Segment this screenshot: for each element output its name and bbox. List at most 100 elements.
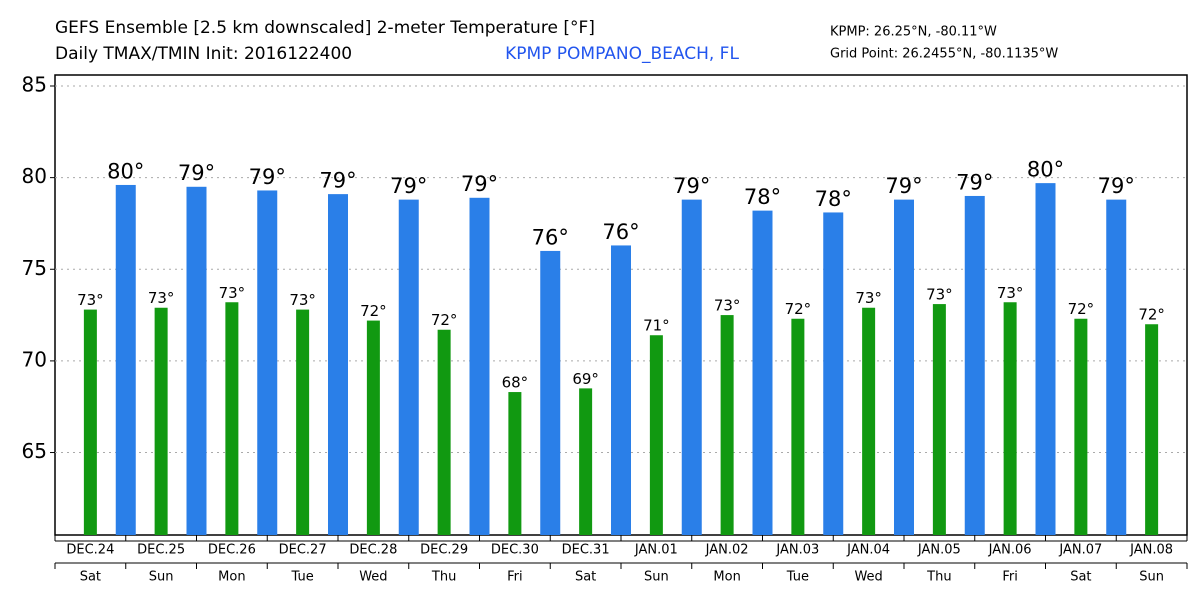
x-tick-label: JAN.01 bbox=[634, 543, 678, 558]
grid-point: Grid Point: 26.2455°N, -80.1135°W bbox=[830, 47, 1058, 62]
bar bbox=[186, 186, 207, 535]
location: KPMP: 26.25°N, -80.11°W bbox=[830, 25, 997, 40]
x-tick-label: JAN.06 bbox=[988, 543, 1032, 558]
value-label: 78° bbox=[815, 187, 852, 211]
bar bbox=[296, 309, 310, 535]
bar bbox=[791, 318, 805, 535]
bar bbox=[649, 335, 663, 535]
bar bbox=[257, 190, 278, 535]
x-tick-label: JAN.08 bbox=[1129, 543, 1173, 558]
x-tick-label: JAN.03 bbox=[775, 543, 819, 558]
value-label: 79° bbox=[1098, 174, 1135, 198]
value-label: 79° bbox=[319, 169, 356, 193]
weekday-label: Thu bbox=[431, 570, 456, 585]
bar bbox=[154, 307, 168, 535]
station-name: KPMP POMPANO_BEACH, FL bbox=[505, 44, 739, 64]
weekday-label: Tue bbox=[786, 570, 809, 585]
value-label: 79° bbox=[178, 161, 215, 185]
value-label: 73° bbox=[289, 291, 316, 309]
x-tick-label: DEC.30 bbox=[491, 543, 539, 558]
value-label: 73° bbox=[219, 284, 246, 302]
bar bbox=[1106, 199, 1127, 535]
bar bbox=[681, 199, 702, 535]
bar bbox=[1003, 302, 1017, 535]
weekday-label: Wed bbox=[359, 570, 387, 585]
y-tick-label: 80 bbox=[22, 164, 47, 188]
y-tick-label: 85 bbox=[22, 72, 47, 96]
bar bbox=[1035, 183, 1056, 535]
value-label: 76° bbox=[532, 225, 569, 249]
bar bbox=[115, 184, 136, 536]
value-label: 72° bbox=[1068, 300, 1095, 318]
y-tick-label: 70 bbox=[22, 347, 47, 371]
bar bbox=[611, 245, 631, 536]
value-label: 79° bbox=[249, 165, 286, 189]
bar bbox=[932, 304, 946, 535]
bar bbox=[823, 212, 844, 535]
y-tick-label: 65 bbox=[22, 439, 47, 463]
weekday-label: Fri bbox=[507, 570, 523, 585]
x-tick-label: DEC.29 bbox=[420, 543, 468, 558]
value-label: 72° bbox=[1138, 306, 1165, 324]
x-tick-label: JAN.04 bbox=[846, 543, 890, 558]
value-label: 80° bbox=[1027, 158, 1064, 182]
value-label: 79° bbox=[956, 170, 993, 194]
x-tick-label: DEC.26 bbox=[208, 543, 256, 558]
value-label: 69° bbox=[572, 370, 599, 388]
weekday-label: Sat bbox=[80, 570, 101, 585]
bar bbox=[720, 315, 734, 535]
value-label: 73° bbox=[855, 289, 882, 307]
weekday-label: Fri bbox=[1002, 570, 1018, 585]
weekday-label: Wed bbox=[854, 570, 882, 585]
x-tick-label: DEC.24 bbox=[66, 543, 114, 558]
value-label: 72° bbox=[785, 300, 812, 318]
value-label: 76° bbox=[602, 220, 639, 244]
weekday-label: Mon bbox=[218, 570, 245, 585]
chart-subtitle: Daily TMAX/TMIN Init: 2016122400 bbox=[55, 44, 352, 64]
bar bbox=[752, 210, 773, 535]
bar bbox=[894, 199, 914, 535]
bar bbox=[83, 309, 97, 535]
bar bbox=[328, 194, 348, 535]
bar bbox=[579, 388, 593, 535]
x-tick-label: DEC.25 bbox=[137, 543, 185, 558]
value-label: 79° bbox=[461, 172, 498, 196]
y-tick-label: 75 bbox=[22, 256, 47, 280]
weekday-label: Thu bbox=[926, 570, 951, 585]
value-label: 78° bbox=[744, 185, 781, 209]
bar bbox=[398, 199, 419, 535]
value-label: 80° bbox=[107, 159, 144, 183]
weekday-label: Sun bbox=[149, 570, 174, 585]
bar bbox=[1145, 324, 1159, 535]
bar bbox=[366, 320, 380, 535]
bar bbox=[540, 250, 561, 535]
bar bbox=[862, 307, 876, 535]
x-tick-label: JAN.02 bbox=[705, 543, 749, 558]
weekday-label: Sat bbox=[575, 570, 596, 585]
x-tick-label: DEC.28 bbox=[349, 543, 397, 558]
bar bbox=[508, 392, 522, 535]
value-label: 73° bbox=[997, 284, 1024, 302]
bar bbox=[225, 302, 239, 535]
chart-title: GEFS Ensemble [2.5 km downscaled] 2-mete… bbox=[55, 18, 595, 38]
x-tick-label: DEC.31 bbox=[562, 543, 610, 558]
x-tick-label: DEC.27 bbox=[279, 543, 327, 558]
weekday-label: Sat bbox=[1070, 570, 1091, 585]
x-tick-label: JAN.05 bbox=[917, 543, 961, 558]
value-label: 73° bbox=[148, 289, 175, 307]
value-label: 72° bbox=[431, 311, 458, 329]
weekday-label: Sun bbox=[1139, 570, 1164, 585]
value-label: 73° bbox=[77, 291, 104, 309]
bar bbox=[1074, 318, 1088, 535]
value-label: 73° bbox=[926, 286, 953, 304]
bar bbox=[469, 197, 490, 535]
value-label: 73° bbox=[714, 297, 741, 315]
weekday-label: Sun bbox=[644, 570, 669, 585]
value-label: 79° bbox=[390, 174, 427, 198]
value-label: 68° bbox=[502, 374, 529, 392]
value-label: 72° bbox=[360, 302, 387, 320]
bar bbox=[964, 195, 985, 535]
weekday-label: Tue bbox=[291, 570, 314, 585]
